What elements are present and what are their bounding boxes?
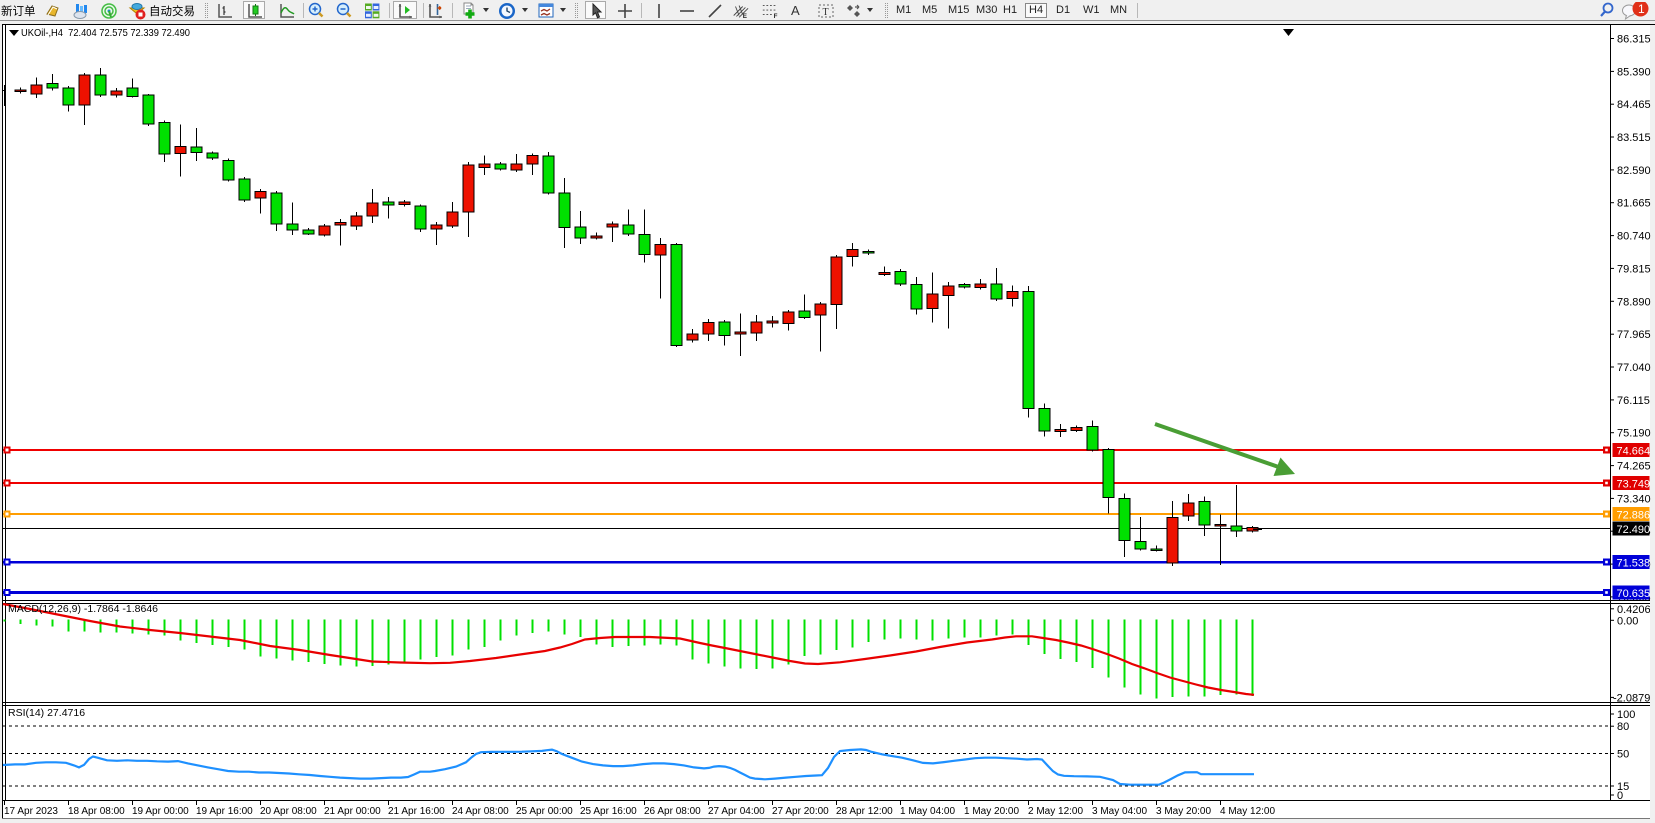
svg-text:80: 80	[1617, 721, 1629, 733]
svg-text:0.00: 0.00	[1617, 615, 1638, 627]
svg-text:74.664: 74.664	[1617, 446, 1651, 458]
svg-text:100: 100	[1617, 709, 1635, 721]
svg-text:4 May 12:00: 4 May 12:00	[1220, 806, 1275, 817]
svg-text:78.890: 78.890	[1617, 296, 1651, 308]
svg-text:74.265: 74.265	[1617, 461, 1651, 473]
svg-text:18 Apr 08:00: 18 Apr 08:00	[68, 806, 125, 817]
svg-text:83.515: 83.515	[1617, 132, 1651, 144]
svg-text:E: E	[743, 13, 747, 20]
svg-text:17 Apr 2023: 17 Apr 2023	[4, 806, 58, 817]
svg-text:72.490: 72.490	[1617, 524, 1651, 536]
svg-text:28 Apr 12:00: 28 Apr 12:00	[836, 806, 893, 817]
svg-text:27 Apr 04:00: 27 Apr 04:00	[708, 806, 765, 817]
svg-text:21 Apr 00:00: 21 Apr 00:00	[324, 806, 381, 817]
svg-text:73.340: 73.340	[1617, 493, 1651, 505]
svg-text:70.635: 70.635	[1617, 588, 1651, 600]
svg-text:80.740: 80.740	[1617, 231, 1651, 243]
svg-text:77.040: 77.040	[1617, 362, 1651, 374]
svg-text:84.465: 84.465	[1617, 99, 1651, 111]
svg-text:19 Apr 16:00: 19 Apr 16:00	[196, 806, 253, 817]
svg-text:1: 1	[1638, 2, 1645, 16]
svg-text:25 Apr 00:00: 25 Apr 00:00	[516, 806, 573, 817]
svg-text:26 Apr 08:00: 26 Apr 08:00	[644, 806, 701, 817]
svg-text:77.965: 77.965	[1617, 329, 1651, 341]
svg-text:T: T	[823, 7, 829, 18]
svg-text:25 Apr 16:00: 25 Apr 16:00	[580, 806, 637, 817]
svg-text:3 May 20:00: 3 May 20:00	[1156, 806, 1211, 817]
svg-text:RSI(14) 27.4716: RSI(14) 27.4716	[8, 707, 85, 719]
svg-text:1 May 20:00: 1 May 20:00	[964, 806, 1019, 817]
svg-text:76.115: 76.115	[1617, 395, 1650, 407]
svg-text:3 May 04:00: 3 May 04:00	[1092, 806, 1147, 817]
svg-text:27 Apr 20:00: 27 Apr 20:00	[772, 806, 829, 817]
svg-text:81.665: 81.665	[1617, 198, 1651, 210]
svg-text:86.315: 86.315	[1617, 34, 1651, 46]
svg-text:85.390: 85.390	[1617, 66, 1651, 78]
svg-text:82.590: 82.590	[1617, 165, 1651, 177]
svg-text:73.749: 73.749	[1617, 479, 1651, 491]
svg-text:21 Apr 16:00: 21 Apr 16:00	[388, 806, 445, 817]
svg-text:UKOil-,H4 72.404 72.575 72.33: UKOil-,H4 72.404 72.575 72.339 72.490	[21, 27, 190, 39]
svg-text:71.538: 71.538	[1617, 558, 1651, 570]
svg-text:79.815: 79.815	[1617, 263, 1651, 275]
svg-text:24 Apr 08:00: 24 Apr 08:00	[452, 806, 509, 817]
svg-text:0.4206: 0.4206	[1617, 604, 1651, 616]
svg-text:0: 0	[1617, 790, 1623, 802]
svg-text:20 Apr 08:00: 20 Apr 08:00	[260, 806, 317, 817]
svg-text:MACD(12,26,9) -1.7864 -1.8646: MACD(12,26,9) -1.7864 -1.8646	[8, 603, 158, 615]
svg-text:1 May 04:00: 1 May 04:00	[900, 806, 955, 817]
svg-text:72.886: 72.886	[1617, 510, 1651, 522]
svg-text:50: 50	[1617, 749, 1629, 761]
svg-text:19 Apr 00:00: 19 Apr 00:00	[132, 806, 189, 817]
svg-text:75.190: 75.190	[1617, 428, 1651, 440]
svg-text:2 May 12:00: 2 May 12:00	[1028, 806, 1083, 817]
svg-text:F: F	[774, 13, 778, 20]
svg-text:-2.0879: -2.0879	[1613, 692, 1650, 704]
svg-text:15: 15	[1617, 781, 1629, 793]
